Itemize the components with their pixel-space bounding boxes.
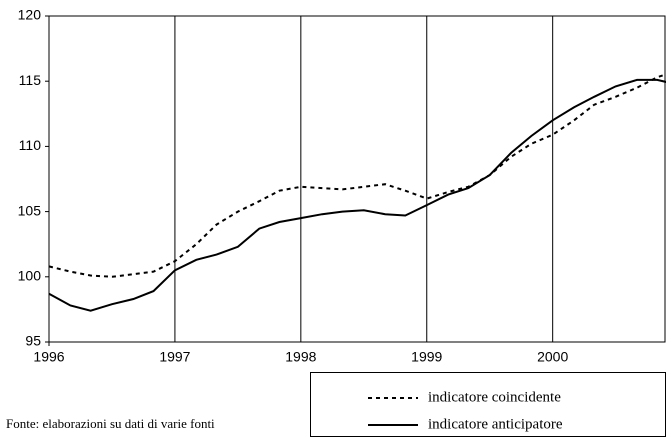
legend-label: indicatore coincidente	[428, 389, 561, 405]
x-tick-label: 1997	[159, 349, 190, 365]
plot-frame	[48, 15, 666, 343]
y-tick-label: 120	[18, 7, 42, 23]
y-tick-label: 100	[18, 268, 42, 284]
series-line	[48, 78, 666, 312]
y-tick-label: 95	[25, 333, 41, 349]
legend-label: indicatore anticipatore	[428, 416, 563, 432]
x-tick-label: 1996	[33, 349, 64, 365]
y-tick-label: 105	[18, 202, 42, 218]
x-tick-label: 1999	[411, 349, 442, 365]
source-note: Fonte: elaborazioni su dati di varie fon…	[6, 416, 215, 431]
x-tick-label: 2000	[537, 349, 568, 365]
series-line	[48, 73, 666, 278]
y-tick-label: 110	[19, 137, 42, 153]
x-tick-label: 1998	[285, 349, 316, 365]
y-tick-label: 115	[19, 72, 42, 88]
